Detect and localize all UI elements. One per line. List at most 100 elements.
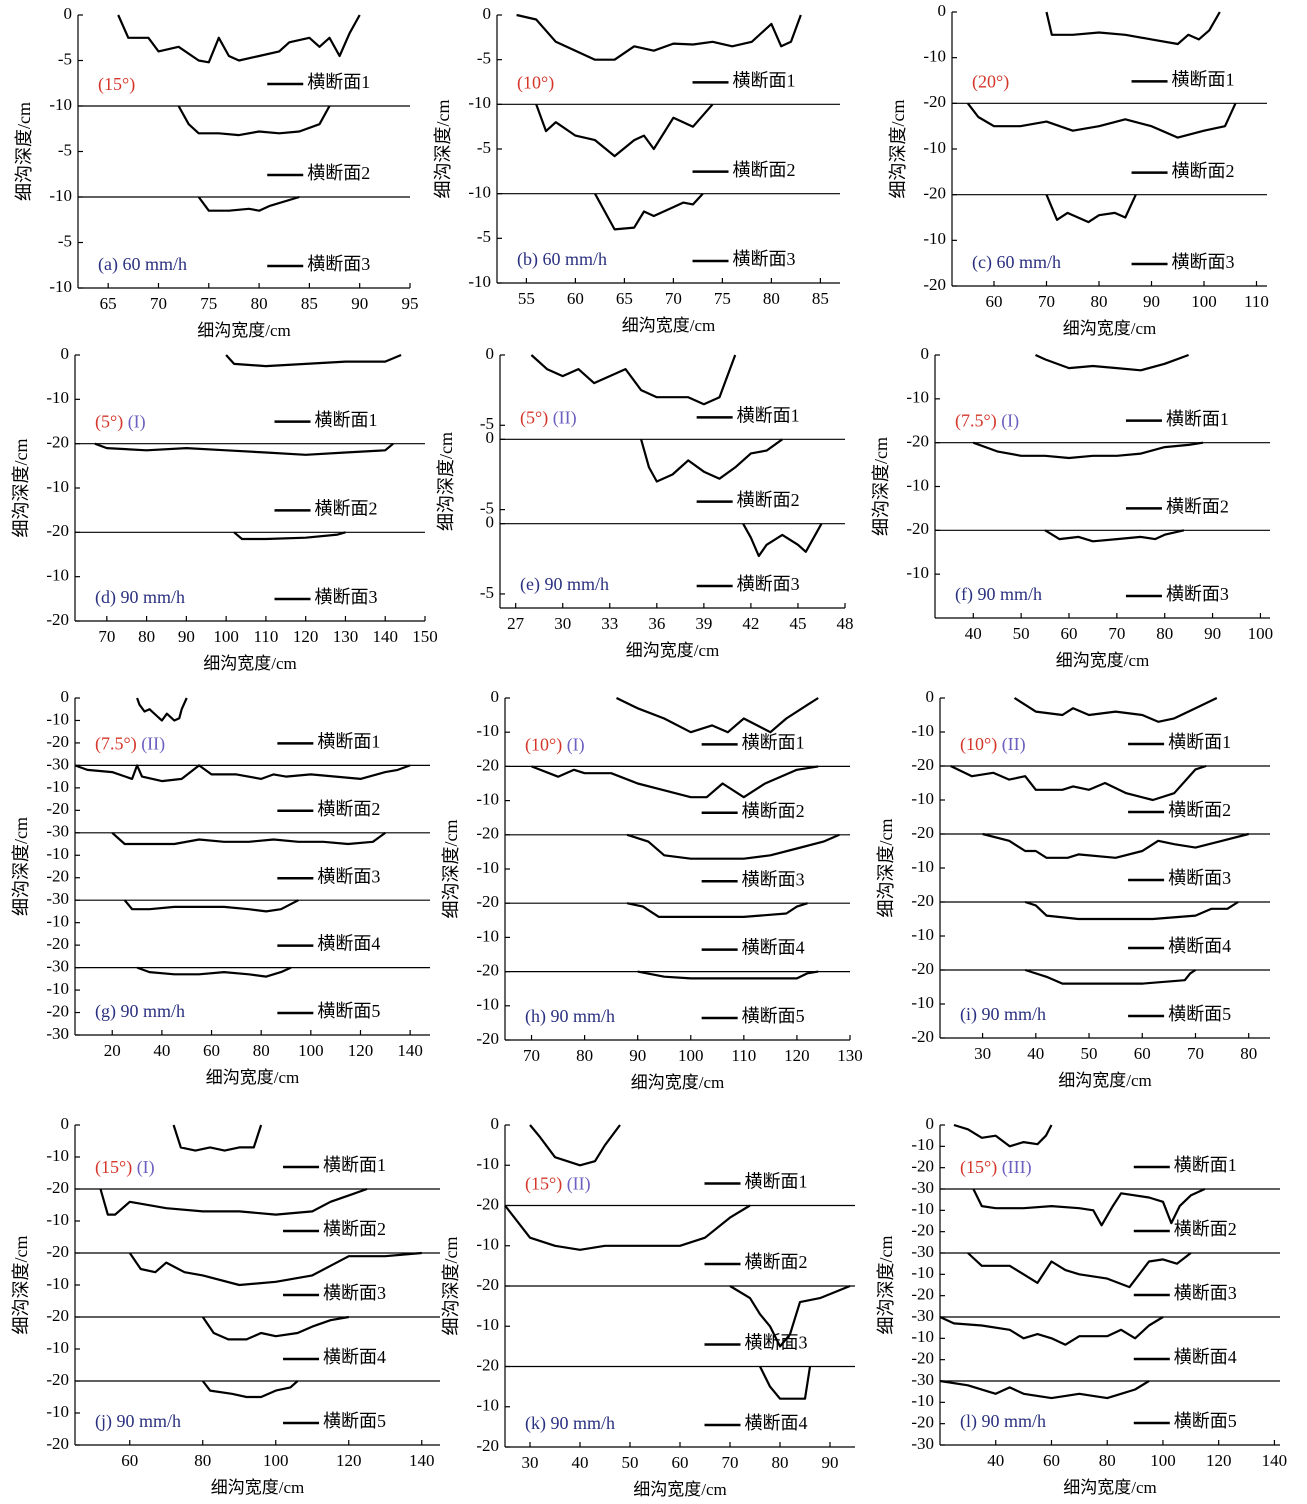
y-tick-label: -10 — [46, 1338, 69, 1357]
y-tick-label: -20 — [911, 1221, 934, 1240]
legend-label: 横断面2 — [1172, 161, 1235, 181]
panel: 60 80 100 120 140 细沟宽度/cm 细沟深度/cm 0 -10 -20 横断面1 (1… — [11, 1114, 440, 1497]
y-tick-label: -5 — [480, 583, 494, 602]
y-tick-label: -30 — [46, 822, 69, 841]
slope-label: (15°) — [98, 74, 135, 95]
slope-label: (7.5°) (II) — [95, 734, 165, 755]
y-tick-label: -10 — [468, 272, 491, 291]
panel: 70 80 90 100 110 120 130 140 150 细沟宽度/cm 细沟深度/cm 0 -… — [11, 344, 438, 673]
x-tick-label: 70 — [98, 627, 115, 646]
profile-line — [504, 1204, 751, 1251]
slope-label: (10°) (II) — [960, 734, 1026, 755]
slope-label: (5°) (II) — [520, 407, 577, 428]
legend-label: 横断面2 — [323, 1219, 386, 1239]
panel: 40 60 80 100 120 140 细沟宽度/cm 细沟深度/cm 0 -10 -20 -30 横… — [876, 1114, 1287, 1497]
profile-line — [982, 832, 1249, 859]
y-tick-label: -10 — [46, 844, 69, 863]
y-tick-label: -20 — [906, 519, 929, 538]
x-tick-label: 60 — [1043, 1451, 1060, 1470]
legend-label: 横断面1 — [307, 72, 370, 92]
x-tick-label: 80 — [1091, 292, 1108, 311]
legend-label: 横断面3 — [307, 254, 370, 274]
y-tick-label: -10 — [923, 229, 946, 248]
y-tick-label: -10 — [476, 995, 499, 1014]
y-tick-label: -20 — [46, 1306, 69, 1325]
legend-label: 横断面4 — [1174, 1347, 1237, 1367]
x-tick-label: 70 — [150, 294, 167, 313]
x-axis-label: 细沟宽度/cm — [626, 641, 720, 660]
slope-value: (10°) — [517, 72, 554, 93]
pattern-label: (III) — [1002, 1157, 1032, 1178]
slope-value: (10°) — [960, 734, 997, 755]
x-tick-label: 100 — [1191, 292, 1217, 311]
profile-line — [233, 531, 346, 541]
y-tick-label: -20 — [46, 1001, 69, 1020]
legend-label: 横断面1 — [1168, 732, 1231, 752]
y-tick-label: -10 — [476, 790, 499, 809]
legend-label: 横断面1 — [1174, 1155, 1237, 1175]
panel-label: (a) 60 mm/h — [98, 254, 187, 275]
y-tick-label: -10 — [476, 721, 499, 740]
x-axis-label: 细沟宽度/cm — [1056, 651, 1150, 670]
legend-label: 横断面4 — [317, 934, 380, 954]
y-tick-label: -10 — [906, 563, 929, 582]
x-tick-label: 40 — [987, 1451, 1004, 1470]
y-tick-label: -10 — [46, 388, 69, 407]
profile-line — [201, 1380, 299, 1399]
legend-label: 横断面1 — [315, 410, 378, 430]
profile-line — [972, 441, 1204, 460]
legend-label: 横断面5 — [323, 1411, 386, 1431]
y-tick-label: -10 — [476, 858, 499, 877]
x-tick-label: 60 — [1134, 1044, 1151, 1063]
x-tick-label: 70 — [1038, 292, 1055, 311]
y-tick-label: -30 — [911, 1434, 934, 1453]
legend-label: 横断面4 — [745, 1413, 808, 1433]
y-tick-label: -10 — [46, 709, 69, 728]
x-tick-label: 40 — [572, 1453, 589, 1472]
pattern-label: (I) — [1001, 411, 1019, 432]
profile-line — [1024, 900, 1239, 921]
x-tick-label: 60 — [121, 1451, 138, 1470]
y-tick-label: -10 — [911, 789, 934, 808]
x-tick-label: 110 — [731, 1046, 756, 1065]
legend-label: 横断面3 — [733, 249, 796, 269]
panel-label: (k) 90 mm/h — [525, 1413, 615, 1434]
pattern-label: (II) — [1002, 734, 1026, 755]
x-tick-label: 100 — [678, 1046, 704, 1065]
panel-label: (c) 60 mm/h — [972, 252, 1061, 273]
x-tick-label: 42 — [742, 614, 759, 633]
y-tick-label: -30 — [46, 754, 69, 773]
y-axis-label: 细沟深度/cm — [888, 100, 908, 199]
y-tick-label: -20 — [911, 891, 934, 910]
profile-line — [128, 1251, 422, 1287]
y-tick-label: -20 — [923, 275, 946, 294]
x-tick-label: 100 — [213, 627, 239, 646]
panel-label: (i) 90 mm/h — [960, 1004, 1046, 1025]
y-tick-label: -20 — [476, 1436, 499, 1455]
slope-value: (7.5°) — [95, 734, 137, 755]
legend-label: 横断面5 — [742, 1006, 805, 1026]
panel-label: (j) 90 mm/h — [95, 1411, 181, 1432]
x-tick-label: 80 — [772, 1453, 789, 1472]
profile-line — [197, 195, 300, 212]
x-tick-label: 36 — [648, 614, 665, 633]
x-tick-label: 150 — [412, 627, 438, 646]
x-tick-label: 140 — [409, 1451, 435, 1470]
x-axis-label: 细沟宽度/cm — [211, 1478, 305, 1497]
y-tick-label: -10 — [46, 912, 69, 931]
x-tick-label: 90 — [351, 294, 368, 313]
y-tick-label: -20 — [911, 1157, 934, 1176]
legend-label: 横断面2 — [742, 801, 805, 821]
slope-label: (20°) — [972, 71, 1009, 92]
x-tick-label: 80 — [251, 294, 268, 313]
panel: 70 80 90 100 110 120 130 细沟宽度/cm 细沟深度/cm 0 -10 -20 横… — [441, 687, 863, 1092]
y-tick-label: -20 — [923, 184, 946, 203]
legend-label: 横断面1 — [742, 733, 805, 753]
x-tick-label: 130 — [837, 1046, 863, 1065]
legend-label: 横断面3 — [1172, 252, 1235, 272]
legend-label: 横断面3 — [315, 587, 378, 607]
y-tick-label: 0 — [491, 1114, 500, 1133]
x-axis-label: 细沟宽度/cm — [1063, 1478, 1157, 1497]
x-axis-label: 细沟宽度/cm — [203, 654, 297, 673]
y-tick-label: -20 — [911, 959, 934, 978]
